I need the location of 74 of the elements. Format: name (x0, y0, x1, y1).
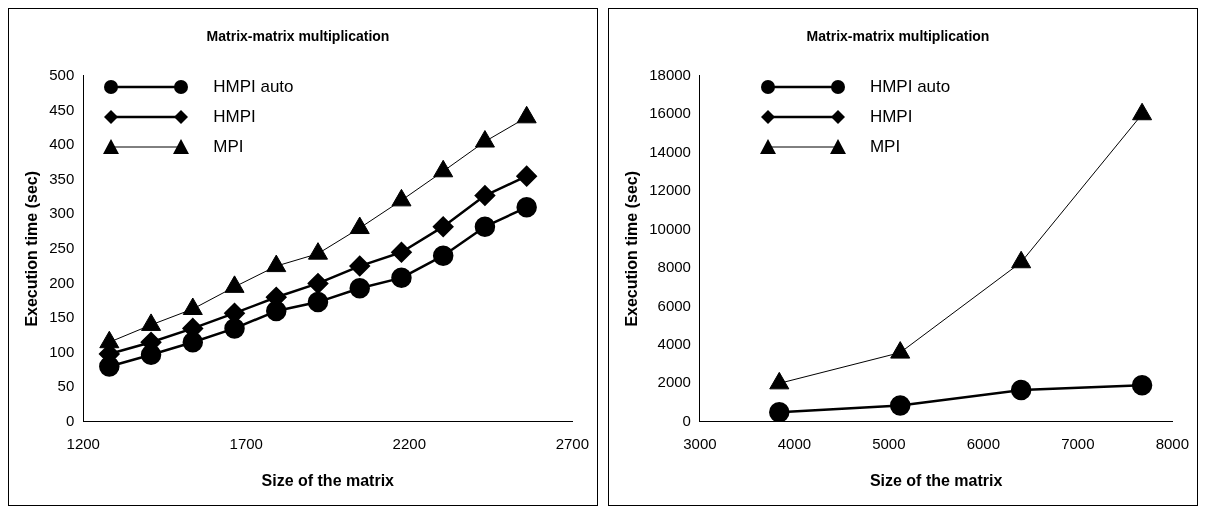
point (516, 105, 537, 124)
point (474, 130, 495, 148)
y-axis-title: Execution time (sec) (623, 171, 641, 327)
x-tick-label: 8000 (1155, 434, 1189, 452)
x-tick-label: 3000 (683, 434, 717, 452)
point (349, 255, 370, 277)
point (889, 395, 911, 416)
point (516, 165, 537, 187)
x-tick-label: 7000 (1061, 434, 1095, 452)
point (432, 245, 454, 266)
legend-label: HMPI auto (213, 76, 294, 97)
point (474, 185, 496, 206)
point (516, 197, 537, 218)
point (140, 344, 162, 365)
point (182, 331, 204, 353)
point (890, 341, 911, 359)
chart-title: Matrix-matrix multiplication (806, 28, 990, 45)
x-axis-title: Size of the matrix (869, 471, 1003, 489)
y-tick-label: 8000 (657, 258, 691, 276)
x-tick-label: 5000 (872, 434, 906, 452)
y-tick-label: 300 (49, 204, 75, 222)
y-tick-label: 2000 (657, 373, 691, 391)
y-tick-label: 4000 (657, 335, 691, 353)
legend-label: HMPI (213, 106, 256, 127)
point (266, 300, 287, 322)
y-tick-label: 10000 (649, 219, 691, 237)
point (1132, 102, 1153, 121)
point (266, 254, 287, 273)
point (1010, 379, 1032, 401)
y-tick-label: 150 (49, 308, 75, 326)
x-tick-label: 2700 (555, 434, 589, 452)
y-tick-label: 6000 (657, 296, 691, 314)
point (1131, 375, 1153, 396)
x-tick-label: 2200 (392, 434, 426, 452)
x-tick-label: 1200 (66, 434, 100, 452)
y-tick-label: 500 (49, 65, 75, 83)
x-axis-title: Size of the matrix (261, 471, 395, 489)
point (307, 273, 329, 294)
y-tick-label: 450 (49, 100, 75, 118)
legend-label: MPI (213, 136, 244, 157)
y-tick-label: 100 (49, 342, 75, 360)
legend-label: HMPI auto (869, 76, 951, 97)
x-tick-label: 4000 (777, 434, 812, 452)
point (1011, 250, 1032, 269)
point (224, 318, 245, 339)
x-tick-label: 1700 (229, 434, 263, 452)
point (391, 242, 412, 263)
legend-label: HMPI (869, 106, 913, 127)
point (307, 291, 329, 313)
point (307, 242, 329, 260)
chart-title: Matrix-matrix multiplication (206, 28, 390, 45)
point (349, 216, 370, 235)
point (432, 216, 454, 237)
x-tick-label: 6000 (966, 434, 1001, 452)
y-tick-label: 250 (49, 238, 75, 256)
y-tick-label: 350 (49, 169, 75, 187)
point (349, 277, 370, 299)
point (474, 216, 496, 237)
point (391, 267, 412, 289)
legend-label: MPI (869, 136, 901, 157)
y-tick-label: 400 (49, 135, 75, 153)
point (99, 356, 120, 377)
y-axis-title: Execution time (sec) (23, 171, 41, 327)
y-tick-label: 14000 (649, 142, 691, 160)
y-tick-label: 0 (682, 411, 691, 429)
y-tick-label: 50 (57, 377, 75, 395)
y-tick-label: 16000 (649, 104, 691, 122)
point (769, 401, 790, 422)
point (391, 188, 412, 207)
y-tick-label: 18000 (649, 65, 691, 83)
point (433, 159, 454, 178)
y-tick-label: 200 (49, 273, 75, 291)
y-tick-label: 0 (65, 411, 75, 429)
y-tick-label: 12000 (649, 181, 691, 199)
